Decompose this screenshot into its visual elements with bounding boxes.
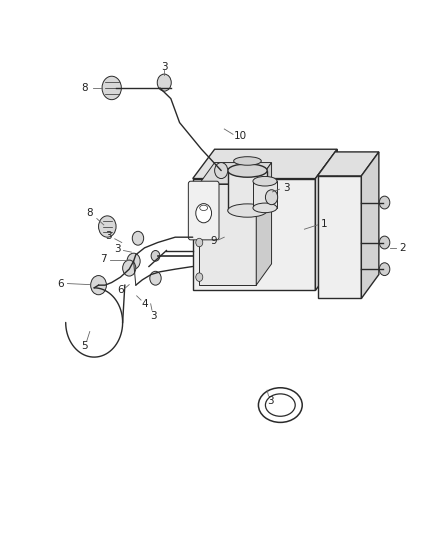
Text: 3: 3 bbox=[105, 231, 112, 240]
Ellipse shape bbox=[253, 203, 277, 213]
Circle shape bbox=[123, 260, 136, 276]
Circle shape bbox=[379, 196, 390, 209]
Ellipse shape bbox=[265, 394, 295, 416]
Text: 9: 9 bbox=[210, 236, 217, 246]
Text: 1: 1 bbox=[321, 219, 328, 229]
Text: 3: 3 bbox=[161, 62, 168, 71]
Ellipse shape bbox=[233, 157, 261, 165]
Polygon shape bbox=[256, 163, 272, 285]
Text: 8: 8 bbox=[86, 208, 93, 218]
Circle shape bbox=[215, 163, 228, 179]
Circle shape bbox=[196, 273, 203, 281]
Polygon shape bbox=[193, 179, 315, 290]
Ellipse shape bbox=[228, 204, 267, 217]
Circle shape bbox=[379, 236, 390, 249]
Ellipse shape bbox=[200, 205, 208, 211]
Text: 6: 6 bbox=[117, 286, 124, 295]
Polygon shape bbox=[318, 176, 361, 298]
Polygon shape bbox=[193, 149, 337, 179]
Text: 10: 10 bbox=[233, 131, 247, 141]
Text: 3: 3 bbox=[114, 245, 121, 254]
Ellipse shape bbox=[253, 176, 277, 186]
Circle shape bbox=[265, 190, 278, 205]
Circle shape bbox=[196, 238, 203, 247]
Polygon shape bbox=[361, 152, 379, 298]
Circle shape bbox=[151, 251, 160, 261]
Circle shape bbox=[157, 74, 171, 91]
Circle shape bbox=[99, 216, 116, 237]
Circle shape bbox=[102, 76, 121, 100]
Text: 8: 8 bbox=[81, 83, 88, 93]
Circle shape bbox=[132, 231, 144, 245]
Text: 6: 6 bbox=[57, 279, 64, 288]
Bar bbox=[228, 171, 267, 211]
Bar bbox=[253, 181, 277, 208]
FancyBboxPatch shape bbox=[188, 181, 219, 240]
Circle shape bbox=[91, 276, 106, 295]
Polygon shape bbox=[199, 184, 256, 285]
Text: 5: 5 bbox=[81, 342, 88, 351]
Text: 3: 3 bbox=[150, 311, 157, 320]
Text: 3: 3 bbox=[283, 183, 290, 192]
Circle shape bbox=[150, 271, 161, 285]
Polygon shape bbox=[318, 152, 379, 176]
Circle shape bbox=[127, 253, 140, 269]
Ellipse shape bbox=[258, 388, 302, 422]
Polygon shape bbox=[199, 163, 272, 184]
Text: 2: 2 bbox=[399, 243, 406, 253]
Text: 7: 7 bbox=[100, 254, 107, 264]
Ellipse shape bbox=[228, 164, 267, 177]
Polygon shape bbox=[315, 149, 337, 290]
Circle shape bbox=[379, 263, 390, 276]
Circle shape bbox=[196, 204, 212, 223]
Text: 4: 4 bbox=[141, 299, 148, 309]
Text: 3: 3 bbox=[267, 396, 274, 406]
